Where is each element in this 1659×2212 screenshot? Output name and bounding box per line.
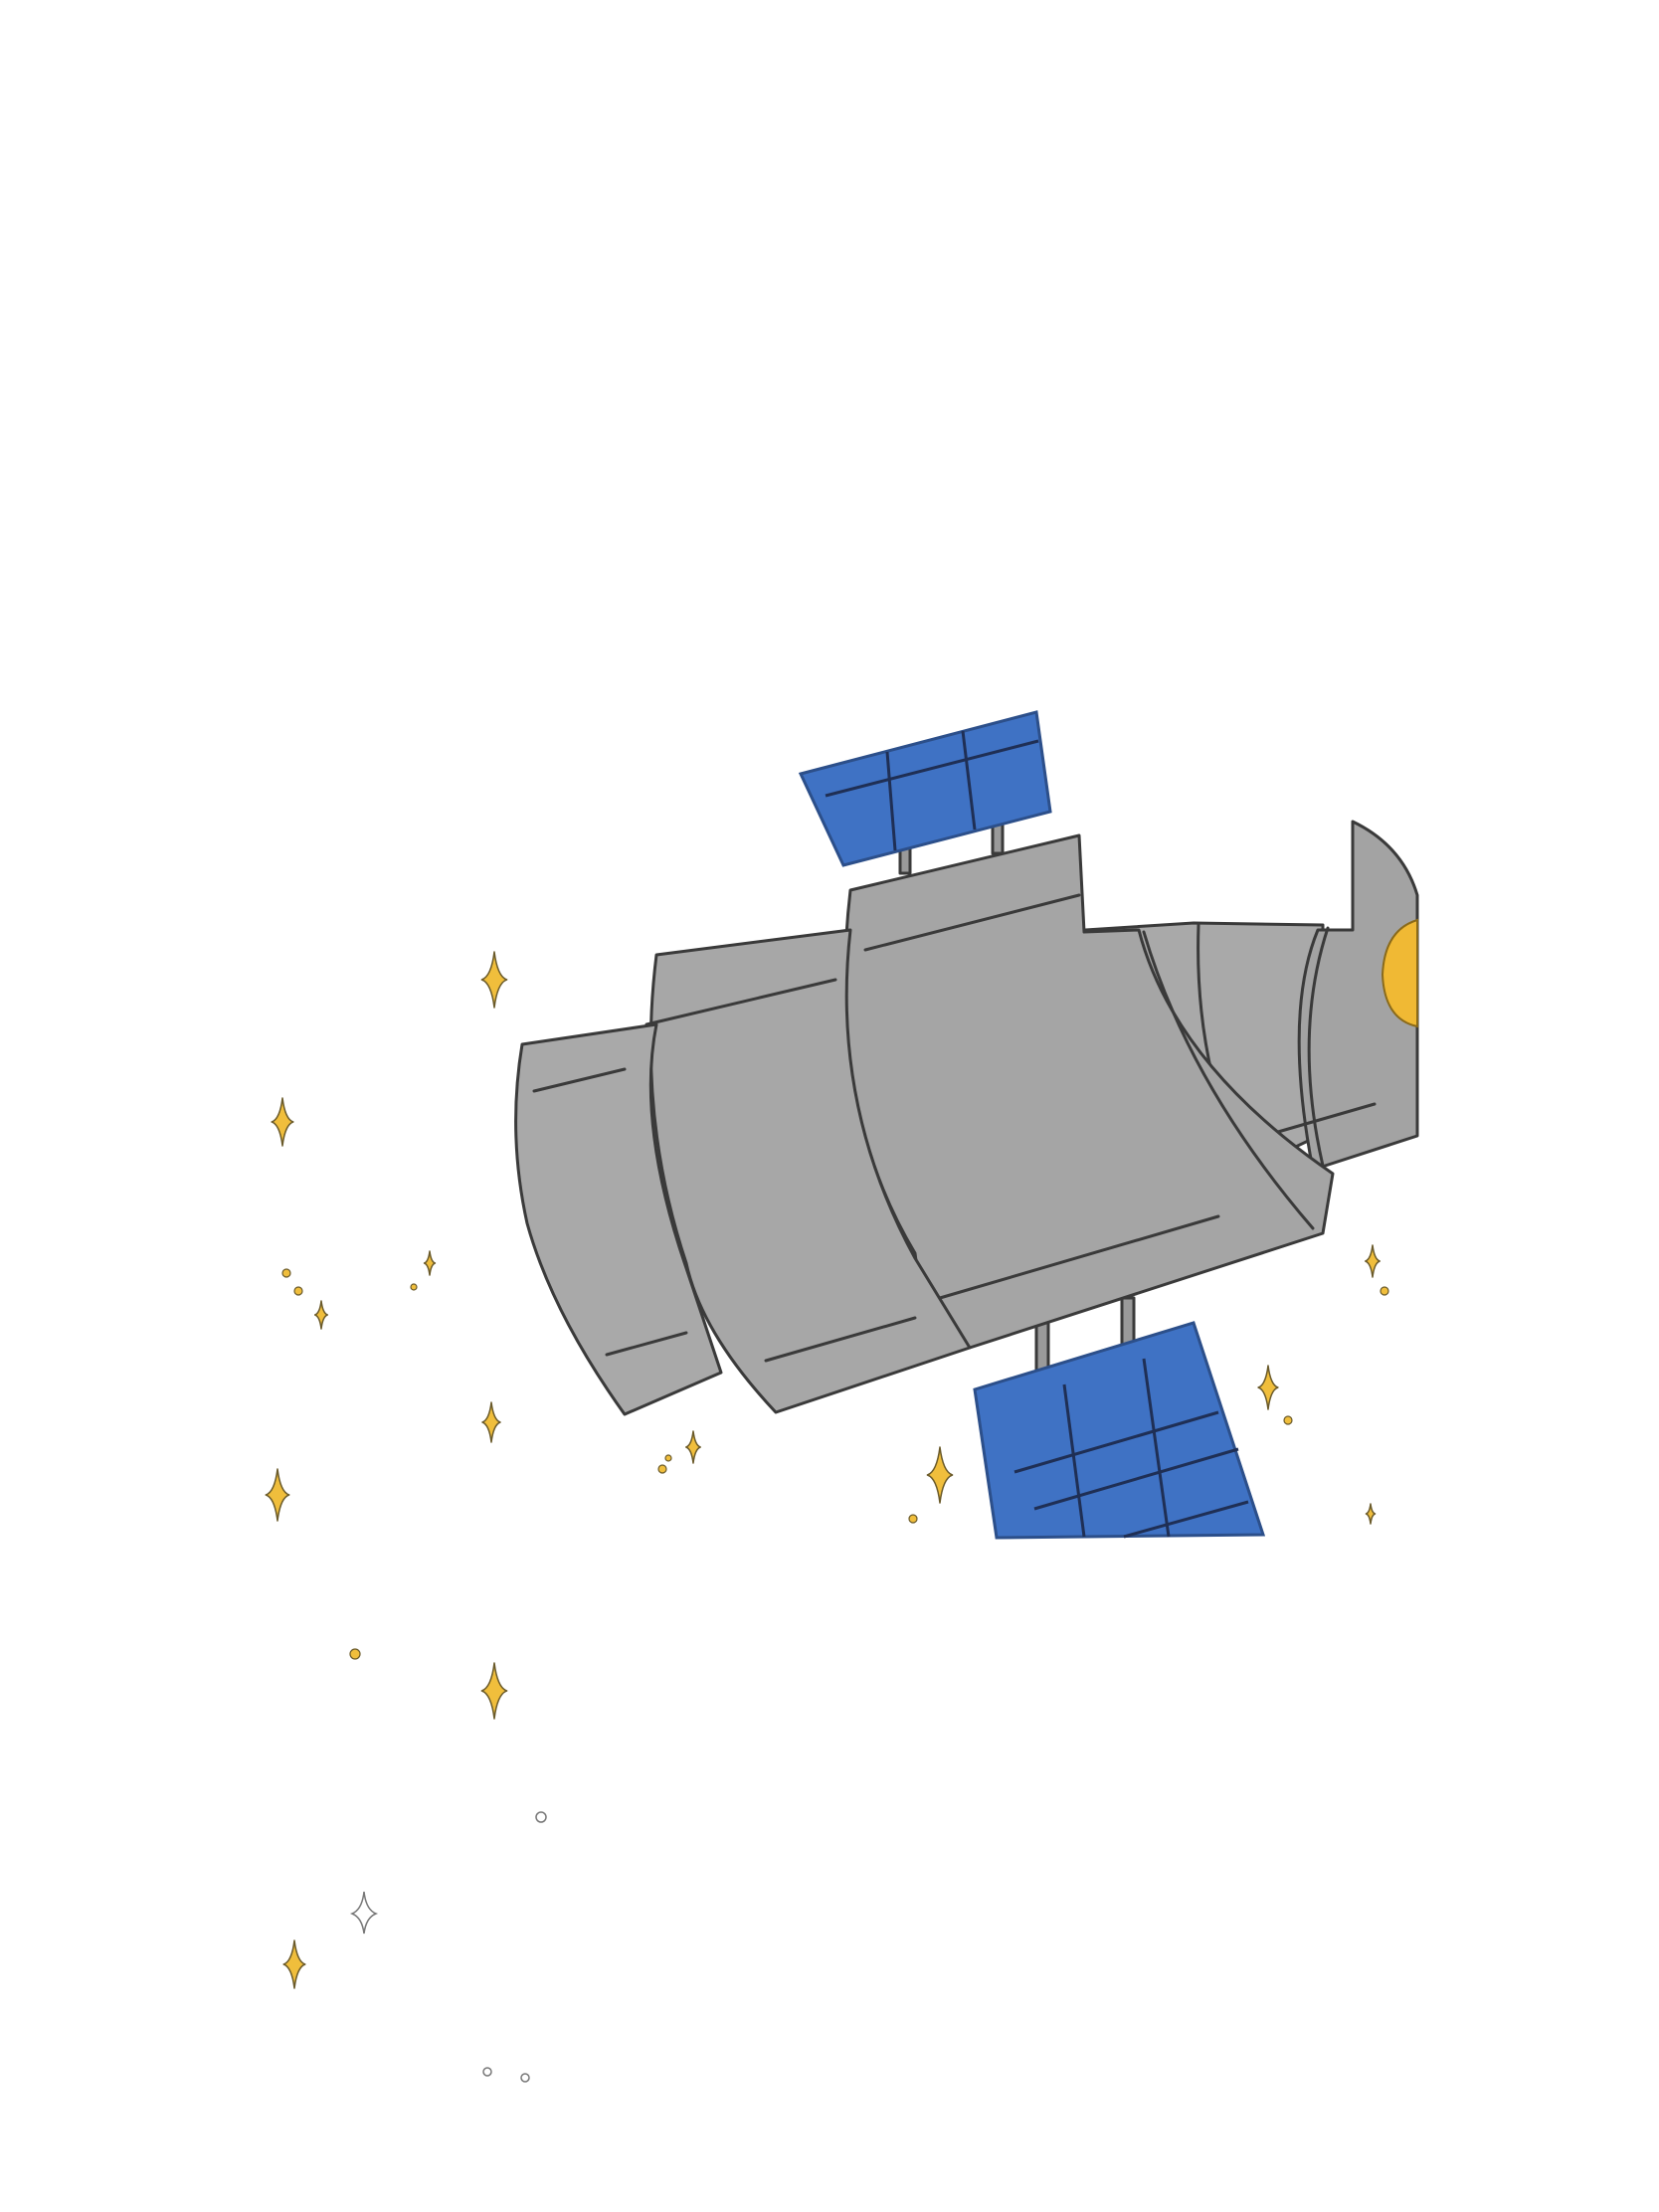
- seam-line: [532, 1067, 627, 1093]
- seam-line: [1142, 930, 1315, 1230]
- seam-line: [1307, 926, 1330, 1168]
- sparkle-icon: [423, 1250, 437, 1276]
- sparkle-dot: [657, 1464, 667, 1474]
- seam-line: [863, 893, 1081, 952]
- seam-line: [605, 1331, 688, 1357]
- panel-grid-line: [1014, 1410, 1219, 1474]
- sparkle-icon: [1365, 1503, 1377, 1525]
- upper-solar-panel: [798, 710, 1052, 875]
- sparkle-dot: [1380, 1286, 1389, 1296]
- sparkle-dot: [281, 1268, 291, 1278]
- panel-grid-line: [1123, 1500, 1249, 1539]
- sparkle-icon: [265, 1468, 290, 1522]
- sparkle-icon: [685, 1430, 701, 1464]
- second-segment: [648, 928, 972, 1414]
- back-segment: [514, 1022, 723, 1416]
- sparkle-icon: [1365, 1244, 1381, 1278]
- seam-line: [645, 978, 837, 1026]
- panel-grid-line: [961, 730, 977, 830]
- sparkle-icon: [926, 1446, 954, 1504]
- seam-line: [938, 1214, 1220, 1300]
- seam-line: [1269, 1102, 1377, 1136]
- lower-solar-panel: [973, 1296, 1266, 1540]
- sparkle-icon: [1257, 1365, 1279, 1410]
- seam-line: [764, 1316, 917, 1363]
- satellite-icon: [514, 820, 1419, 1416]
- sparkle-dot: [410, 1283, 418, 1291]
- sparkle-dot: [349, 1648, 361, 1660]
- panel-grid-line: [1033, 1447, 1239, 1511]
- sparkle-outline-icon: [349, 1891, 379, 1935]
- sparkle-icon: [271, 1097, 294, 1147]
- sparkle-outline-dot: [520, 2073, 530, 2083]
- sparkle-dot: [293, 1286, 303, 1296]
- panel-grid-line: [885, 751, 897, 851]
- sparkle-dot: [664, 1454, 672, 1462]
- sparkle-icon: [480, 951, 508, 1009]
- solar-panel-icon: [973, 1321, 1266, 1540]
- panel-grid-line: [1062, 1383, 1086, 1538]
- sparkle-dot: [908, 1514, 918, 1524]
- lens: [1381, 918, 1418, 1028]
- sparkle-outline-dot: [535, 1811, 547, 1823]
- lens-hood: [1297, 820, 1419, 1172]
- sparkle-icon: [282, 1939, 306, 1989]
- panel-grid-line: [825, 739, 1039, 798]
- sparkle-icon: [481, 1401, 501, 1443]
- sparkle-icon: [480, 1662, 508, 1720]
- sparkle-outline-dot: [482, 2067, 492, 2077]
- sparkle-dot: [1283, 1415, 1293, 1425]
- sparkles-group: [265, 951, 1389, 2083]
- sparkle-icon: [313, 1300, 329, 1330]
- panel-grid-line: [1142, 1358, 1171, 1538]
- solar-panel-icon: [798, 710, 1052, 867]
